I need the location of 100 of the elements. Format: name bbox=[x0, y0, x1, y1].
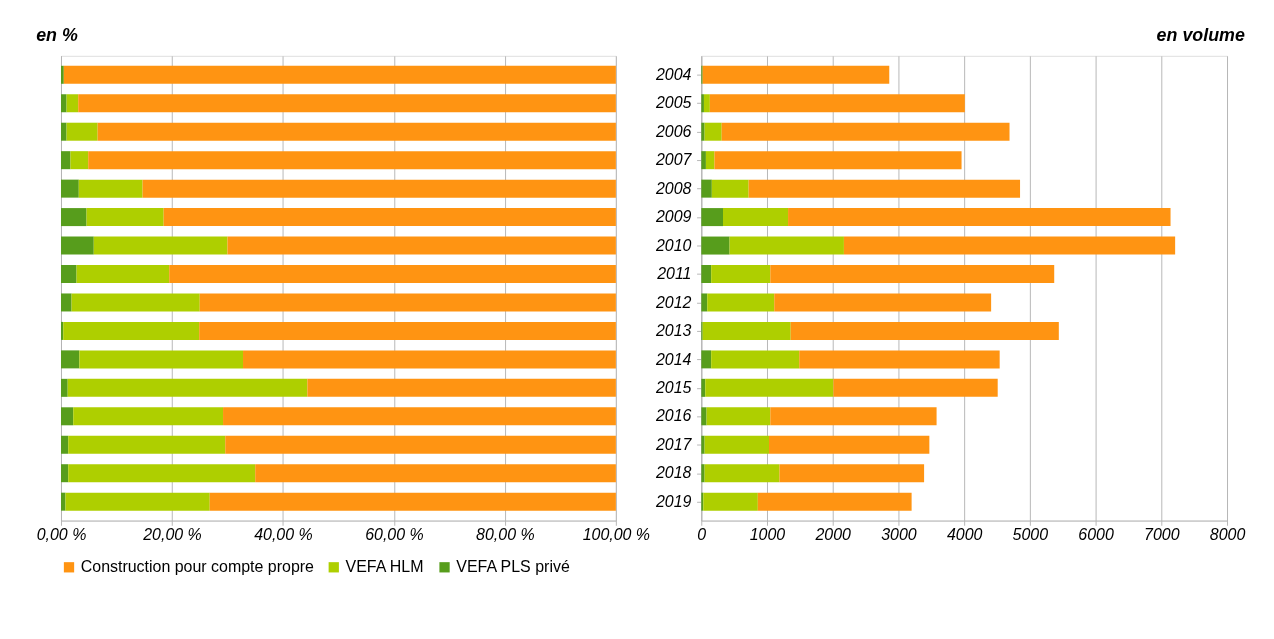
bar bbox=[701, 151, 706, 170]
bar bbox=[701, 94, 704, 113]
bar bbox=[769, 435, 930, 454]
bar bbox=[68, 435, 226, 454]
bar bbox=[61, 179, 79, 198]
bar bbox=[703, 492, 758, 511]
bar bbox=[774, 293, 992, 312]
bar bbox=[701, 378, 706, 397]
y-tick-label: 2007 bbox=[654, 151, 693, 169]
x-tick-label: 0,00 % bbox=[36, 525, 87, 543]
bar bbox=[61, 407, 74, 426]
x-tick-label: 6000 bbox=[1078, 525, 1114, 543]
bar bbox=[61, 94, 67, 113]
bar bbox=[61, 236, 94, 255]
x-tick-label: 2000 bbox=[814, 525, 852, 543]
x-tick-label: 80,00 % bbox=[476, 525, 535, 543]
bar bbox=[255, 464, 616, 483]
bar bbox=[78, 94, 616, 113]
chart-title: en % bbox=[36, 24, 78, 45]
bar bbox=[704, 464, 780, 483]
bar bbox=[703, 94, 710, 113]
bar bbox=[704, 122, 722, 141]
bar bbox=[65, 492, 210, 511]
bar bbox=[61, 265, 77, 284]
x-tick-label: 0 bbox=[697, 525, 707, 543]
bar bbox=[169, 265, 616, 284]
bar bbox=[61, 378, 68, 397]
bar bbox=[307, 378, 616, 397]
bar bbox=[68, 464, 256, 483]
bar bbox=[78, 179, 143, 198]
x-tick-label: 100,00 % bbox=[582, 525, 651, 543]
bar bbox=[79, 350, 244, 369]
bar bbox=[70, 151, 89, 170]
bar bbox=[63, 65, 616, 84]
bar bbox=[833, 378, 998, 397]
bar bbox=[799, 350, 1000, 369]
bar bbox=[63, 321, 200, 340]
bar bbox=[227, 236, 616, 255]
bar bbox=[714, 151, 962, 170]
bar bbox=[88, 151, 616, 170]
bar bbox=[702, 65, 890, 84]
y-tick-label: 2018 bbox=[654, 464, 692, 482]
y-tick-label: 2008 bbox=[654, 179, 692, 197]
bar bbox=[757, 492, 912, 511]
bar bbox=[61, 208, 87, 227]
y-tick-label: 2012 bbox=[654, 293, 692, 311]
bar bbox=[701, 435, 705, 454]
y-tick-label: 2009 bbox=[654, 208, 692, 226]
bar bbox=[142, 179, 616, 198]
bar bbox=[701, 265, 712, 284]
bar bbox=[702, 321, 791, 340]
y-tick-label: 2011 bbox=[656, 265, 692, 283]
bar bbox=[701, 293, 708, 312]
bar bbox=[779, 464, 925, 483]
bar bbox=[711, 265, 771, 284]
x-tick-label: 20,00 % bbox=[142, 525, 202, 543]
bar bbox=[704, 435, 769, 454]
bar bbox=[701, 208, 723, 227]
legend-label: VEFA PLS privé bbox=[456, 558, 570, 575]
x-tick-label: 8000 bbox=[1209, 525, 1246, 543]
bar bbox=[225, 435, 616, 454]
bar bbox=[73, 407, 224, 426]
bar bbox=[199, 321, 616, 340]
bar bbox=[711, 350, 800, 369]
bar bbox=[790, 321, 1059, 340]
legend-label: Construction pour compte propre bbox=[80, 558, 315, 575]
bar bbox=[61, 321, 64, 340]
bar bbox=[199, 293, 616, 312]
bar bbox=[843, 236, 1176, 255]
bar bbox=[223, 407, 616, 426]
bar bbox=[721, 122, 1010, 141]
bar bbox=[163, 208, 616, 227]
y-tick-label: 2016 bbox=[654, 407, 692, 425]
bar bbox=[209, 492, 616, 511]
bar bbox=[61, 350, 80, 369]
bar bbox=[770, 265, 1055, 284]
bar bbox=[71, 293, 200, 312]
bar bbox=[701, 236, 730, 255]
bar bbox=[61, 435, 69, 454]
x-tick-label: 5000 bbox=[1012, 525, 1049, 543]
bar bbox=[61, 65, 64, 84]
bar bbox=[701, 122, 705, 141]
bar bbox=[86, 208, 164, 227]
x-tick-label: 4000 bbox=[946, 525, 983, 543]
chart-title: en volume bbox=[1156, 24, 1245, 45]
y-tick-label: 2014 bbox=[654, 350, 692, 368]
bar bbox=[66, 94, 79, 113]
x-tick-label: 40,00 % bbox=[254, 525, 313, 543]
x-tick-label: 1000 bbox=[749, 525, 786, 543]
bar bbox=[711, 179, 749, 198]
bar bbox=[76, 265, 170, 284]
bar bbox=[705, 151, 715, 170]
bar bbox=[61, 492, 66, 511]
y-tick-label: 2017 bbox=[654, 435, 693, 453]
bar bbox=[61, 151, 71, 170]
x-tick-label: 7000 bbox=[1144, 525, 1180, 543]
y-tick-label: 2019 bbox=[654, 492, 692, 510]
bar bbox=[723, 208, 789, 227]
bar bbox=[97, 122, 616, 141]
bar bbox=[701, 464, 705, 483]
